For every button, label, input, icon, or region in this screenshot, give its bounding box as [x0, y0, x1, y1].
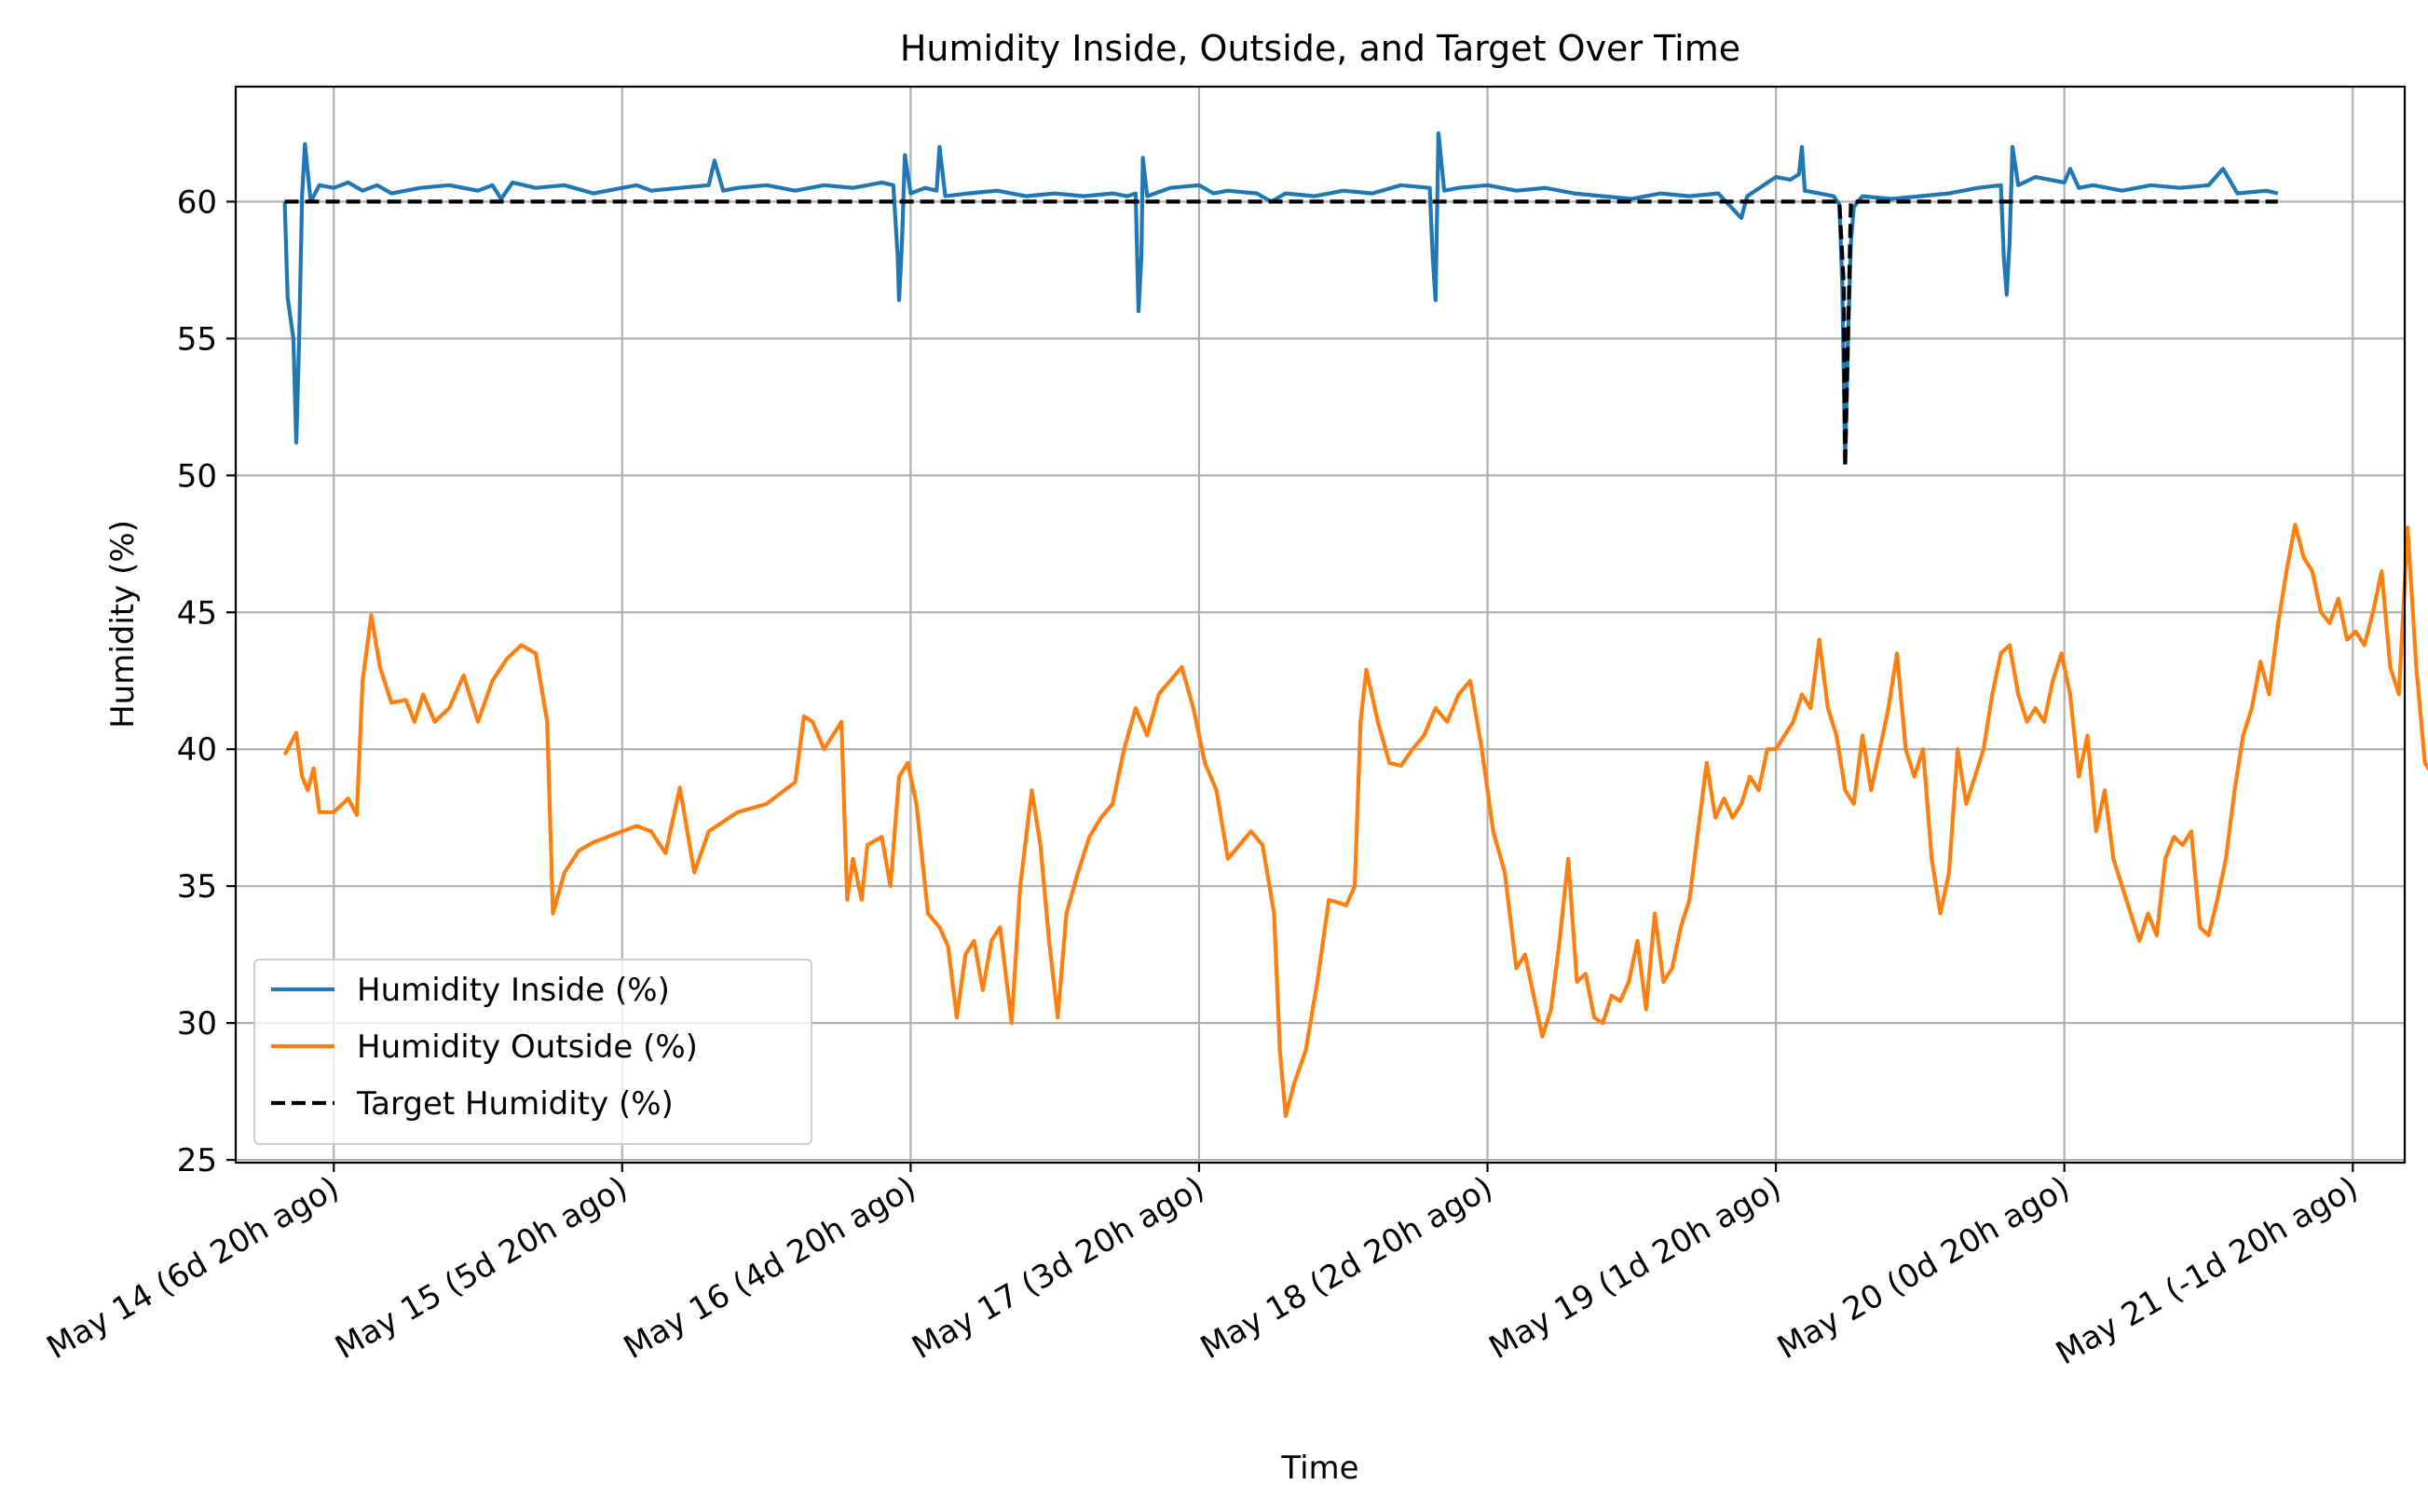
y-tick: 30: [177, 1005, 236, 1042]
y-tick-label: 35: [177, 868, 217, 906]
y-tick: 60: [177, 184, 236, 221]
plot-area-frame: [234, 85, 2407, 1165]
chart-title: Humidity Inside, Outside, and Target Ove…: [900, 28, 1740, 69]
x-axis-label: Time: [1280, 1450, 1358, 1487]
y-tick-label: 55: [177, 320, 217, 358]
legend-box: [253, 959, 812, 1145]
series-lines: [282, 130, 2428, 1119]
y-tick: 25: [177, 1142, 236, 1179]
y-axis-ticks: 25 30 35 40 45 50 55 60: [177, 184, 236, 1179]
legend: Humidity Inside (%) Humidity Outside (%) T…: [253, 959, 812, 1145]
y-tick-label: 45: [177, 594, 217, 632]
y-tick-label: 50: [177, 457, 217, 495]
y-tick-label: 60: [177, 184, 217, 221]
y-tick: 50: [177, 457, 236, 495]
y-tick: 55: [177, 320, 236, 358]
legend-label: Target Humidity (%): [356, 1085, 674, 1123]
y-tick-label: 30: [177, 1005, 217, 1042]
y-tick: 35: [177, 868, 236, 906]
series-line-1: [282, 523, 2428, 1119]
y-tick: 45: [177, 594, 236, 632]
series-line-0: [282, 130, 2279, 461]
y-tick-label: 40: [177, 731, 217, 769]
legend-label: Humidity Outside (%): [357, 1028, 698, 1066]
y-tick-label: 25: [177, 1142, 217, 1179]
y-axis-label: Humidity (%): [104, 520, 142, 729]
y-tick: 40: [177, 731, 236, 769]
legend-label: Humidity Inside (%): [357, 972, 670, 1009]
